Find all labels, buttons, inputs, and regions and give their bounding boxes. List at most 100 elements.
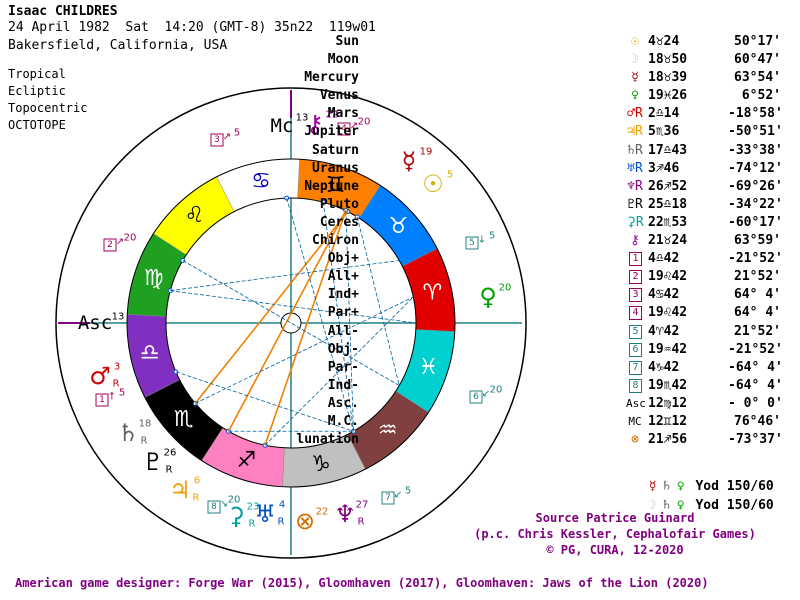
point-glyph-icon: ⚷	[630, 233, 640, 249]
retrograde-mark: R	[166, 465, 173, 476]
point-glyph-icon: ☉	[631, 34, 639, 49]
point-arrow: ↙	[482, 389, 490, 400]
zodiac-sign-icon: ♏	[174, 407, 194, 432]
zodiac-position: 19♒42	[648, 341, 688, 357]
zodiac-position: 12♊12	[648, 413, 688, 429]
point-number: 4	[341, 124, 347, 134]
point-name: Ind+	[327, 287, 359, 303]
planet-degree: 27	[356, 500, 369, 511]
yod-label: Yod 150/60	[695, 498, 774, 513]
point-number: 6	[473, 392, 479, 402]
point-name: Asc.	[327, 395, 359, 411]
outer-ring	[126, 158, 456, 488]
zodiac-position: 19♏42	[648, 377, 688, 393]
source-credit: Source Patrice Guinard (p.c. Chris Kessl…	[450, 510, 780, 558]
planet-degree: 5	[447, 170, 453, 181]
point-glyph-icon: ♃R	[627, 124, 643, 140]
point-degree: 20	[490, 385, 503, 396]
planet-glyph-icon: ⚷	[306, 110, 324, 138]
zodiac-sign-icon: ♊	[326, 173, 346, 198]
planet-degree: 26	[164, 448, 177, 459]
latitude-value: 50°17'	[734, 34, 781, 49]
mercury-glyph: ☿	[648, 479, 657, 494]
latitude-value: 64° 4'	[734, 305, 781, 321]
point-degree: 20	[124, 233, 137, 244]
venus-glyph: ♀	[676, 498, 685, 513]
point-box	[469, 390, 483, 404]
point-degree: 20	[228, 495, 241, 506]
aspect-line	[195, 296, 414, 404]
point-glyph-icon: ♄R	[627, 142, 643, 158]
point-degree: 20	[358, 117, 371, 128]
coordinate-option: Ecliptic	[8, 84, 66, 98]
retrograde-mark: R	[358, 517, 365, 528]
zodiac-option: Tropical	[8, 67, 66, 81]
point-box	[210, 133, 224, 147]
planet-degree: 19	[420, 147, 433, 158]
latitude-value: -69°26'	[728, 178, 783, 194]
point-box	[103, 238, 117, 252]
planet-glyph-icon: ⚳	[227, 502, 245, 530]
point-name: Mercury	[304, 70, 359, 86]
zodiac-position: 4♈42	[648, 323, 680, 339]
point-glyph-icon: 6	[629, 342, 642, 357]
planet-glyph-icon: ♀	[479, 283, 497, 311]
point-glyph-icon: ⚳R	[626, 214, 644, 230]
point-name: Uranus	[312, 160, 359, 176]
point-name: Chiron	[312, 233, 359, 249]
point-degree: 5	[234, 128, 240, 139]
zodiac-position: 19♌42	[648, 269, 688, 285]
point-arrow: ↗	[350, 121, 358, 132]
point-name: Par+	[327, 305, 359, 321]
latitude-value: -60°17'	[728, 214, 783, 230]
point-glyph-icon: ♀	[631, 88, 639, 104]
saturn-glyph: ♄	[662, 498, 671, 513]
yod-line-1: ☿ ♄ ♀ Yod 150/60	[630, 464, 774, 494]
planet-glyph-icon: ♇	[142, 448, 164, 476]
latitude-value: 21°52'	[734, 323, 781, 339]
planet-degree: 22	[326, 110, 339, 121]
zodiac-position: 21♉24	[648, 233, 688, 249]
zodiac-position: 26♐52	[648, 178, 688, 194]
point-glyph-icon: Asc	[626, 396, 646, 410]
planet-glyph-icon: ⊗	[295, 507, 315, 535]
retrograde-mark: R	[141, 436, 148, 447]
latitude-value: -64° 4'	[728, 377, 783, 393]
point-name: Venus	[319, 88, 359, 104]
planet-degree: 4	[279, 500, 285, 511]
point-glyph-icon: ♂R	[627, 106, 643, 122]
point-glyph-icon: 5	[629, 324, 642, 339]
retrograde-mark: R	[113, 379, 120, 390]
planet-glyph-icon: ☉	[422, 170, 444, 198]
source-line: (p.c. Chris Kessler, Cephalofair Games)	[474, 527, 756, 541]
point-degree: 5	[489, 231, 495, 242]
point-name: Ceres	[319, 214, 359, 230]
zodiac-position: 12♍12	[648, 395, 688, 411]
latitude-value: 63°54'	[734, 70, 781, 86]
mc-degree: 13	[296, 113, 309, 124]
aspect-line	[322, 202, 354, 432]
point-name: All+	[327, 269, 359, 285]
latitude-value: -18°58'	[728, 106, 783, 122]
latitude-value: 21°52'	[734, 269, 781, 285]
point-arrow: ↙	[394, 490, 402, 501]
point-name: Ind-	[327, 377, 359, 393]
retrograde-mark: R	[278, 517, 285, 528]
asc-degree: 13	[112, 312, 125, 323]
latitude-value: -34°22'	[728, 196, 783, 212]
latitude-value: -64° 4'	[728, 359, 783, 375]
outer-circle	[55, 87, 527, 559]
aspect-line	[194, 211, 349, 404]
latitude-value: 76°46'	[734, 413, 781, 429]
latitude-value: 63°59'	[734, 233, 781, 249]
zodiac-position: 4♋42	[648, 287, 680, 303]
planet-glyph-icon: ♄	[117, 419, 139, 447]
planet-degree: 18	[139, 419, 152, 430]
zodiac-sign-icon: ♋	[251, 169, 271, 194]
zodiac-sign-icon: ♓	[419, 355, 439, 380]
point-name: Obj+	[327, 251, 359, 267]
aspect-line	[264, 296, 414, 446]
latitude-value: 64° 4'	[734, 287, 781, 303]
point-glyph-icon: 1	[629, 252, 642, 267]
point-arrow: ↑	[108, 392, 116, 403]
